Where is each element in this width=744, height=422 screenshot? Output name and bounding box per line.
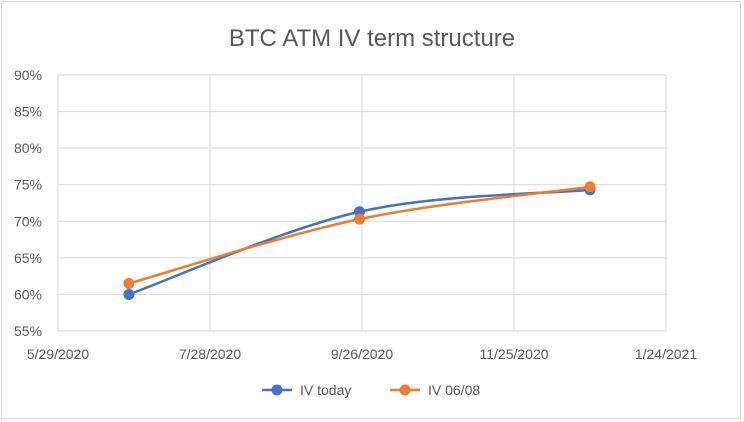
x-axis-ticks: 5/29/2020 7/28/2020 9/26/2020 11/25/2020 1/2… <box>27 346 697 362</box>
x-tick-label: 9/26/2020 <box>331 346 393 362</box>
series-2-point <box>123 277 135 289</box>
y-tick-label: 90% <box>14 67 42 83</box>
y-tick-label: 55% <box>14 323 42 339</box>
y-tick-label: 85% <box>14 104 42 120</box>
series-line-2 <box>127 185 592 285</box>
y-tick-label: 70% <box>14 213 42 229</box>
x-tick-label: 1/24/2021 <box>635 346 697 362</box>
series-2-point <box>584 181 596 193</box>
legend-marker-2 <box>399 384 411 396</box>
x-tick-label: 5/29/2020 <box>27 346 89 362</box>
series-line-1 <box>127 188 592 296</box>
legend: IV today IV 06/08 <box>262 382 480 398</box>
series-1-point <box>123 288 135 300</box>
x-tick-label: 11/25/2020 <box>479 346 548 362</box>
gridlines <box>57 74 667 332</box>
legend-label-2: IV 06/08 <box>428 382 480 398</box>
legend-marker-1 <box>271 384 283 396</box>
series-layer <box>123 181 596 300</box>
legend-label-1: IV today <box>300 382 351 398</box>
x-tick-label: 7/28/2020 <box>179 346 241 362</box>
y-tick-label: 80% <box>14 140 42 156</box>
y-axis-ticks: 55% 60% 65% 70% 75% 80% 85% 90% <box>14 67 42 339</box>
y-tick-label: 75% <box>14 177 42 193</box>
series-2-point <box>353 213 365 225</box>
chart-title: BTC ATM IV term structure <box>229 25 515 52</box>
y-tick-label: 60% <box>14 286 42 302</box>
y-tick-label: 65% <box>14 250 42 266</box>
